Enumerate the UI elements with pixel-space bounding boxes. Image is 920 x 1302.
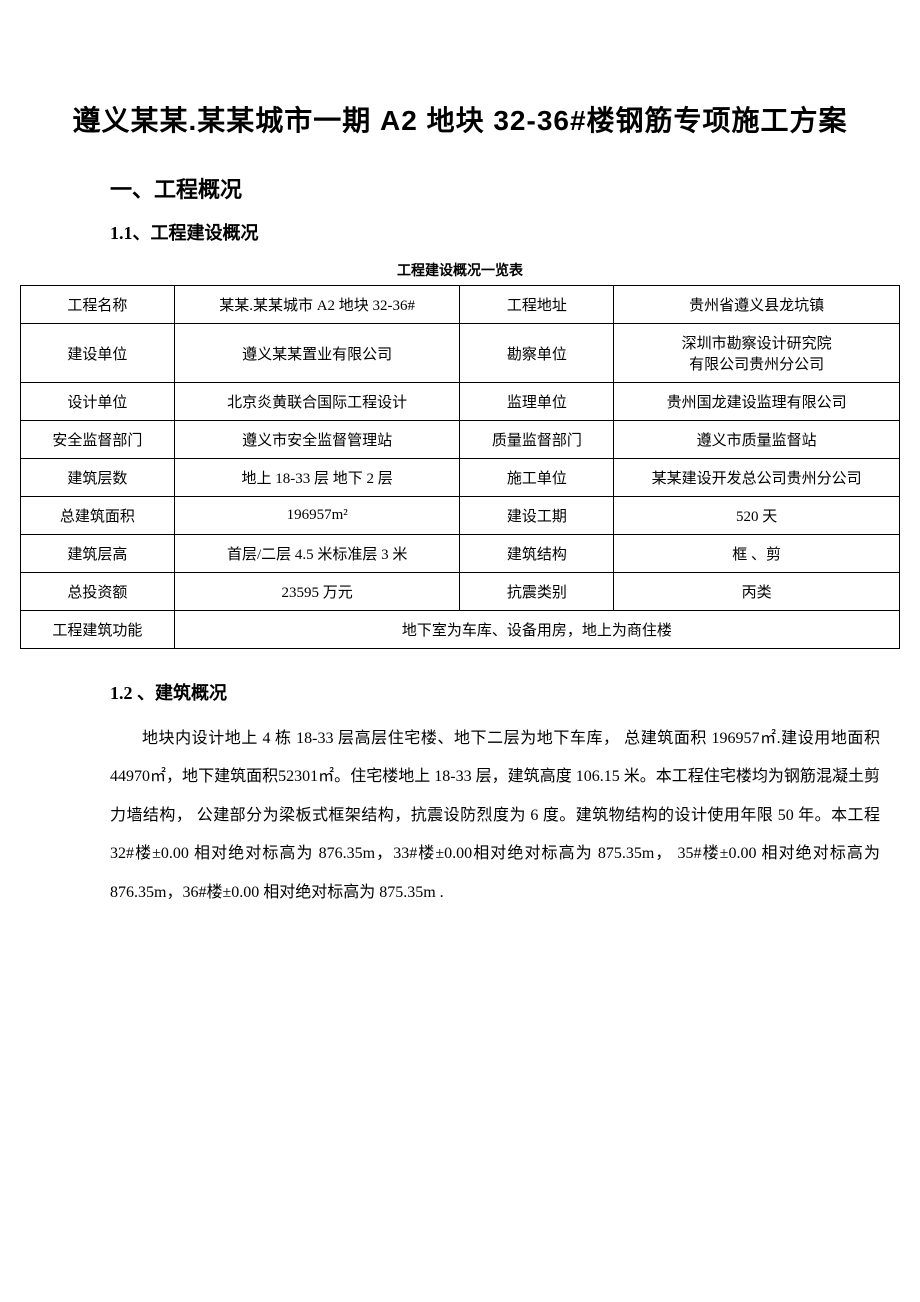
table-cell-label: 监理单位 xyxy=(460,383,614,421)
table-cell-label: 勘察单位 xyxy=(460,324,614,383)
table-cell-label: 抗震类别 xyxy=(460,573,614,611)
table-cell-label: 建设工期 xyxy=(460,497,614,535)
table-cell-label: 设计单位 xyxy=(21,383,175,421)
table-row: 建筑层高 首层/二层 4.5 米标准层 3 米 建筑结构 框 、剪 xyxy=(21,535,900,573)
table-cell-value: 地上 18-33 层 地下 2 层 xyxy=(174,459,460,497)
table-cell-label: 建筑层数 xyxy=(21,459,175,497)
table-cell-value: 遵义某某置业有限公司 xyxy=(174,324,460,383)
table-row: 安全监督部门 遵义市安全监督管理站 质量监督部门 遵义市质量监督站 xyxy=(21,421,900,459)
table-row: 工程建筑功能 地下室为车库、设备用房，地上为商住楼 xyxy=(21,611,900,649)
table-cell-value: 遵义市安全监督管理站 xyxy=(174,421,460,459)
table-row: 总建筑面积 196957m² 建设工期 520 天 xyxy=(21,497,900,535)
table-cell-value: 23595 万元 xyxy=(174,573,460,611)
table-cell-value: 520 天 xyxy=(614,497,900,535)
table-cell-value: 框 、剪 xyxy=(614,535,900,573)
table-cell-label: 建筑结构 xyxy=(460,535,614,573)
table-cell-label: 总建筑面积 xyxy=(21,497,175,535)
body-paragraph: 地块内设计地上 4 栋 18-33 层高层住宅楼、地下二层为地下车库， 总建筑面… xyxy=(110,720,880,912)
table-cell-value: 深圳市勘察设计研究院有限公司贵州分公司 xyxy=(614,324,900,383)
table-row: 工程名称 某某.某某城市 A2 地块 32-36# 工程地址 贵州省遵义县龙坑镇 xyxy=(21,286,900,324)
table-cell-label: 质量监督部门 xyxy=(460,421,614,459)
subsection-1-2-heading: 1.2 、建筑概况 xyxy=(110,679,900,705)
table-cell-label: 工程建筑功能 xyxy=(21,611,175,649)
table-cell-value: 北京炎黄联合国际工程设计 xyxy=(174,383,460,421)
table-cell-label: 建筑层高 xyxy=(21,535,175,573)
table-cell-value: 首层/二层 4.5 米标准层 3 米 xyxy=(174,535,460,573)
table-cell-value: 某某建设开发总公司贵州分公司 xyxy=(614,459,900,497)
table-cell-value: 贵州国龙建设监理有限公司 xyxy=(614,383,900,421)
table-row: 建设单位 遵义某某置业有限公司 勘察单位 深圳市勘察设计研究院有限公司贵州分公司 xyxy=(21,324,900,383)
overview-table: 工程名称 某某.某某城市 A2 地块 32-36# 工程地址 贵州省遵义县龙坑镇… xyxy=(20,285,900,649)
section-1-heading: 一、工程概况 xyxy=(110,172,900,204)
table-cell-label: 工程名称 xyxy=(21,286,175,324)
document-title: 遵义某某.某某城市一期 A2 地块 32-36#楼钢筋专项施工方案 xyxy=(20,100,900,142)
table-row: 建筑层数 地上 18-33 层 地下 2 层 施工单位 某某建设开发总公司贵州分… xyxy=(21,459,900,497)
table-cell-value: 某某.某某城市 A2 地块 32-36# xyxy=(174,286,460,324)
table-cell-value: 丙类 xyxy=(614,573,900,611)
table-row: 总投资额 23595 万元 抗震类别 丙类 xyxy=(21,573,900,611)
table-title: 工程建设概况一览表 xyxy=(20,260,900,280)
table-cell-value: 遵义市质量监督站 xyxy=(614,421,900,459)
table-cell-label: 工程地址 xyxy=(460,286,614,324)
table-cell-label: 总投资额 xyxy=(21,573,175,611)
table-cell-value: 贵州省遵义县龙坑镇 xyxy=(614,286,900,324)
table-row: 设计单位 北京炎黄联合国际工程设计 监理单位 贵州国龙建设监理有限公司 xyxy=(21,383,900,421)
table-cell-value: 地下室为车库、设备用房，地上为商住楼 xyxy=(174,611,899,649)
table-cell-label: 安全监督部门 xyxy=(21,421,175,459)
table-cell-value: 196957m² xyxy=(174,497,460,535)
subsection-1-1-heading: 1.1、工程建设概况 xyxy=(110,219,900,245)
table-cell-label: 建设单位 xyxy=(21,324,175,383)
table-cell-label: 施工单位 xyxy=(460,459,614,497)
